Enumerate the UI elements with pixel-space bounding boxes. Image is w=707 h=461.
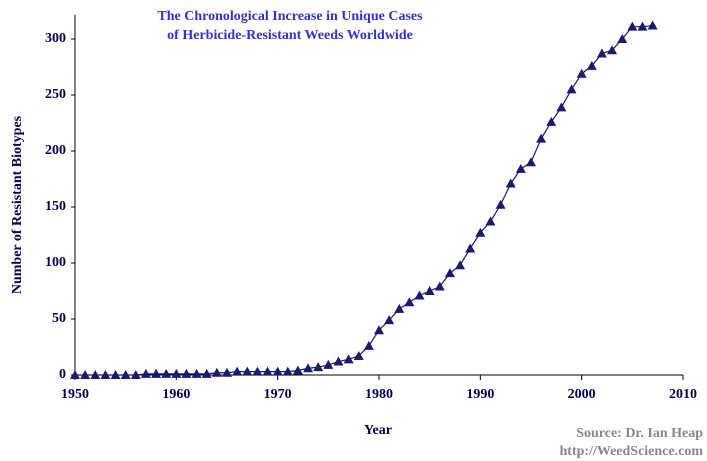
marker (505, 178, 516, 188)
y-tick-label: 0 (59, 367, 66, 382)
marker (536, 133, 547, 143)
marker (546, 116, 557, 126)
marker (363, 340, 374, 350)
marker (70, 370, 80, 379)
source: Source: Dr. Ian Heap (576, 426, 703, 441)
marker (282, 366, 293, 376)
marker (647, 20, 658, 30)
marker (465, 243, 476, 253)
marker (495, 199, 506, 209)
marker (303, 363, 314, 373)
marker (404, 297, 415, 307)
marker (414, 290, 425, 300)
marker (211, 367, 222, 377)
marker (343, 354, 354, 364)
y-tick-label: 100 (45, 255, 66, 270)
marker (353, 350, 364, 360)
x-tick-label: 1960 (162, 387, 190, 402)
chart-title: The Chronological Increase in Unique Cas… (157, 9, 423, 24)
marker (130, 370, 141, 379)
marker (242, 366, 253, 376)
marker (444, 268, 455, 278)
marker (110, 370, 121, 379)
marker (566, 84, 577, 94)
y-tick-label: 200 (45, 143, 66, 158)
marker (120, 370, 131, 379)
marker (526, 157, 536, 167)
marker (140, 368, 151, 378)
marker (191, 368, 202, 378)
marker (455, 260, 466, 270)
x-tick-label: 1990 (466, 387, 494, 402)
marker (374, 325, 384, 335)
marker (596, 48, 607, 58)
marker (424, 286, 435, 295)
marker (475, 227, 486, 237)
marker (232, 366, 243, 376)
marker (515, 163, 526, 173)
marker (637, 21, 648, 31)
x-tick-label: 1980 (365, 387, 393, 402)
marker (100, 370, 111, 379)
marker (222, 367, 232, 377)
chart-title: of Herbicide-Resistant Weeds Worldwide (167, 28, 413, 43)
marker (627, 21, 638, 31)
marker (333, 356, 344, 366)
y-axis-label: Number of Resistant Biotypes (10, 115, 25, 294)
marker (80, 370, 91, 379)
marker (201, 368, 212, 378)
marker (262, 366, 273, 376)
marker (171, 368, 182, 378)
x-tick-label: 1950 (61, 387, 89, 402)
marker (181, 368, 192, 378)
marker (313, 362, 324, 372)
marker (485, 216, 496, 226)
marker (617, 34, 628, 43)
marker (607, 45, 618, 55)
marker (161, 368, 172, 378)
marker (323, 359, 334, 369)
x-tick-label: 1970 (264, 387, 292, 402)
marker (556, 102, 567, 112)
marker (292, 365, 303, 375)
x-tick-label: 2000 (568, 387, 596, 402)
x-axis-label: Year (364, 423, 392, 438)
marker (272, 366, 283, 376)
y-tick-label: 150 (45, 199, 66, 214)
marker (586, 60, 597, 70)
x-tick-label: 2010 (669, 387, 697, 402)
data-line (75, 24, 653, 376)
marker (384, 315, 395, 325)
y-tick-label: 250 (45, 87, 66, 102)
marker (252, 366, 263, 376)
marker (90, 370, 101, 379)
marker (394, 303, 405, 313)
y-tick-label: 300 (45, 31, 66, 46)
y-tick-label: 50 (52, 311, 66, 326)
marker (151, 368, 162, 378)
marker (576, 68, 587, 78)
source: http://WeedScience.com (560, 444, 704, 459)
marker (434, 281, 445, 291)
